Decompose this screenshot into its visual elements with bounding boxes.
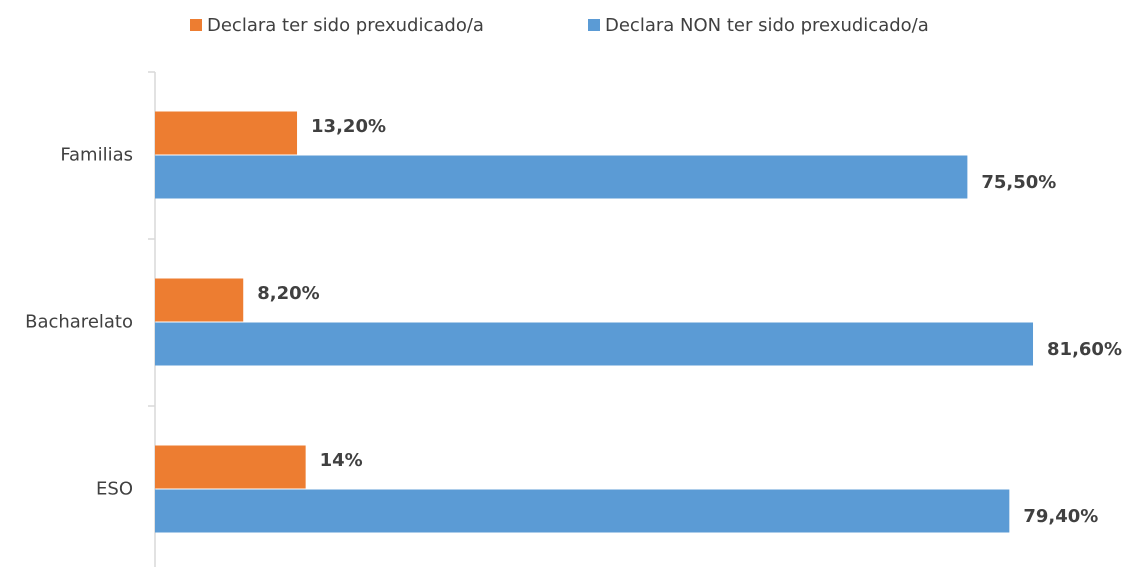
y-tick-label: ESO [96, 479, 133, 500]
bar [155, 278, 244, 322]
value-label: 81,60% [1047, 339, 1122, 360]
y-tick-label: Familias [60, 145, 133, 166]
value-label: 14% [320, 450, 363, 471]
value-label: 8,20% [257, 283, 319, 304]
legend-swatch [190, 19, 202, 31]
bar [155, 489, 1010, 533]
legend-label: Declara ter sido prexudicado/a [207, 15, 484, 36]
y-tick-label: Bacharelato [25, 312, 133, 333]
bar [155, 155, 968, 199]
value-label: 79,40% [1023, 506, 1098, 527]
bar [155, 445, 306, 489]
value-label: 13,20% [311, 116, 386, 137]
value-label: 75,50% [981, 172, 1056, 193]
legend-label: Declara NON ter sido prexudicado/a [605, 15, 929, 36]
legend-swatch [588, 19, 600, 31]
bar [155, 111, 298, 155]
bar [155, 322, 1034, 366]
